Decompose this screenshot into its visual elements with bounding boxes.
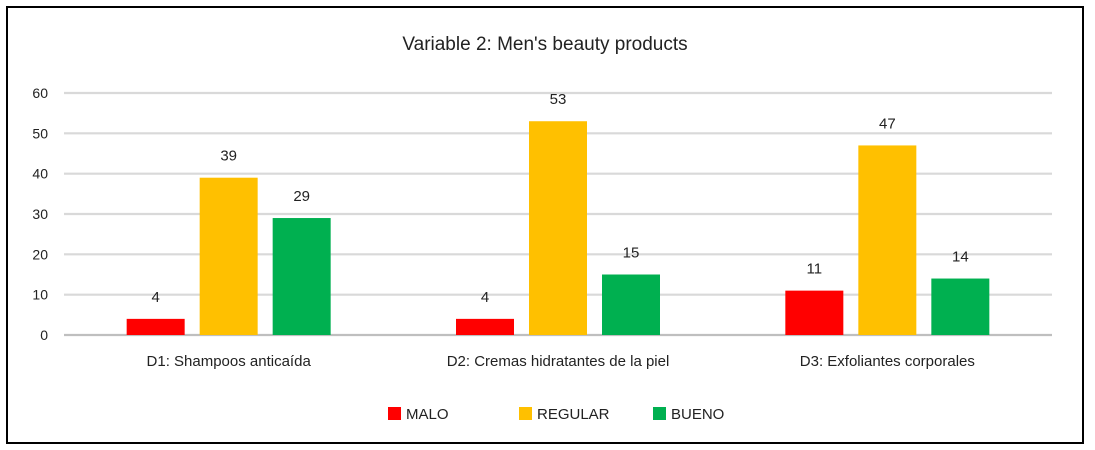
bar-bueno <box>602 274 660 335</box>
legend-swatch-regular <box>519 407 532 420</box>
data-label: 29 <box>293 188 310 205</box>
data-label: 47 <box>879 115 896 132</box>
y-tick-label: 50 <box>32 125 48 141</box>
data-label: 11 <box>807 261 823 278</box>
data-label: 14 <box>952 249 969 266</box>
bars <box>126 121 990 335</box>
data-label: 4 <box>151 289 159 306</box>
bar-malo <box>785 290 844 335</box>
y-tick-label: 40 <box>32 166 48 182</box>
legend-swatch-malo <box>388 407 401 420</box>
bar-bueno <box>272 218 331 335</box>
data-labels: 4 39 29 4 53 15 11 47 14 <box>151 91 968 306</box>
bar-malo <box>456 318 514 335</box>
legend-swatch-bueno <box>653 407 666 420</box>
y-tick-label: 20 <box>32 246 48 262</box>
y-axis-ticks: 0 10 20 30 40 50 60 <box>32 85 48 343</box>
x-category-label: D2: Cremas hidratantes de la piel <box>447 353 670 370</box>
legend: MALO REGULAR BUENO <box>388 406 724 423</box>
bar-regular <box>199 177 258 335</box>
data-label: 4 <box>481 289 489 306</box>
x-axis-categories: D1: Shampoos anticaída D2: Cremas hidrata… <box>147 353 975 370</box>
bar-regular <box>858 145 917 335</box>
y-tick-label: 30 <box>32 206 48 222</box>
bar-chart: Variable 2: Men's beauty products 0 10 20 3… <box>32 34 1052 423</box>
data-label: 39 <box>220 148 237 165</box>
legend-label: BUENO <box>671 406 724 423</box>
bar-regular <box>529 121 587 335</box>
data-label: 53 <box>550 91 567 108</box>
chart-frame: Variable 2: Men's beauty products 0 10 20 3… <box>6 6 1084 444</box>
legend-label: REGULAR <box>537 406 610 423</box>
x-category-label: D1: Shampoos anticaída <box>147 353 312 370</box>
chart-title: Variable 2: Men's beauty products <box>402 34 687 55</box>
y-tick-label: 0 <box>40 327 48 343</box>
bar-malo <box>126 318 185 335</box>
data-label: 15 <box>623 245 640 262</box>
bar-bueno <box>931 278 990 335</box>
x-category-label: D3: Exfoliantes corporales <box>800 353 975 370</box>
y-tick-label: 10 <box>32 287 48 303</box>
y-tick-label: 60 <box>32 85 48 101</box>
legend-label: MALO <box>406 406 449 423</box>
